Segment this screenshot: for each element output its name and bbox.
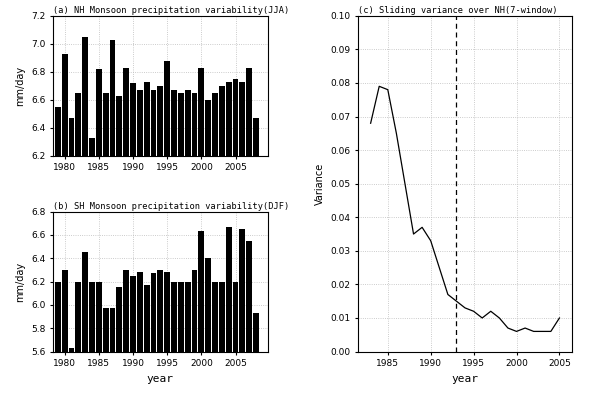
Bar (123, 68, 129, 156)
Bar (164, 60, 170, 156)
Bar (192, 270, 198, 352)
Bar (185, 282, 191, 352)
Bar (246, 241, 252, 352)
Bar (253, 313, 259, 352)
Bar (198, 231, 204, 352)
Bar (137, 272, 143, 352)
Bar (240, 81, 245, 156)
Bar (76, 282, 81, 352)
Bar (171, 282, 177, 352)
Bar (110, 40, 116, 156)
Bar (232, 79, 238, 156)
Bar (240, 229, 245, 352)
Bar (212, 93, 218, 156)
Y-axis label: mm/day: mm/day (15, 261, 25, 302)
Bar (198, 68, 204, 156)
Bar (103, 93, 109, 156)
Bar (89, 137, 95, 156)
Bar (226, 227, 232, 352)
Bar (62, 270, 68, 352)
Bar (150, 90, 156, 156)
Bar (253, 118, 259, 156)
Bar (219, 282, 225, 352)
Bar (178, 282, 183, 352)
Bar (89, 282, 95, 352)
Bar (96, 69, 102, 156)
Bar (144, 81, 150, 156)
Text: (b) SH Monsoon precipitation variability(DJF): (b) SH Monsoon precipitation variability… (53, 202, 289, 211)
Bar (130, 276, 136, 352)
Bar (96, 282, 102, 352)
Bar (123, 270, 129, 352)
Bar (164, 272, 170, 352)
Bar (219, 86, 225, 156)
Bar (192, 93, 198, 156)
Bar (232, 282, 238, 352)
Text: (a) NH Monsoon precipitation variability(JJA): (a) NH Monsoon precipitation variability… (53, 6, 289, 15)
Bar (158, 270, 163, 352)
Bar (62, 54, 68, 156)
Text: (c) Sliding variance over NH(7-window): (c) Sliding variance over NH(7-window) (358, 6, 557, 15)
Bar (150, 273, 156, 352)
Bar (68, 118, 74, 156)
Bar (226, 81, 232, 156)
Bar (55, 282, 61, 352)
Bar (116, 96, 122, 156)
Y-axis label: mm/day: mm/day (15, 66, 25, 106)
Bar (185, 90, 191, 156)
X-axis label: year: year (451, 374, 478, 384)
Bar (55, 107, 61, 156)
Bar (171, 90, 177, 156)
Bar (205, 258, 211, 352)
X-axis label: year: year (147, 374, 174, 384)
Bar (212, 282, 218, 352)
Y-axis label: Variance: Variance (314, 163, 325, 205)
Bar (246, 68, 252, 156)
Bar (144, 285, 150, 352)
Bar (137, 90, 143, 156)
Bar (158, 86, 163, 156)
Bar (116, 288, 122, 352)
Bar (130, 83, 136, 156)
Bar (83, 37, 88, 156)
Bar (110, 308, 116, 352)
Bar (178, 93, 183, 156)
Bar (205, 100, 211, 156)
Bar (68, 348, 74, 352)
Bar (83, 252, 88, 352)
Bar (103, 308, 109, 352)
Bar (76, 93, 81, 156)
